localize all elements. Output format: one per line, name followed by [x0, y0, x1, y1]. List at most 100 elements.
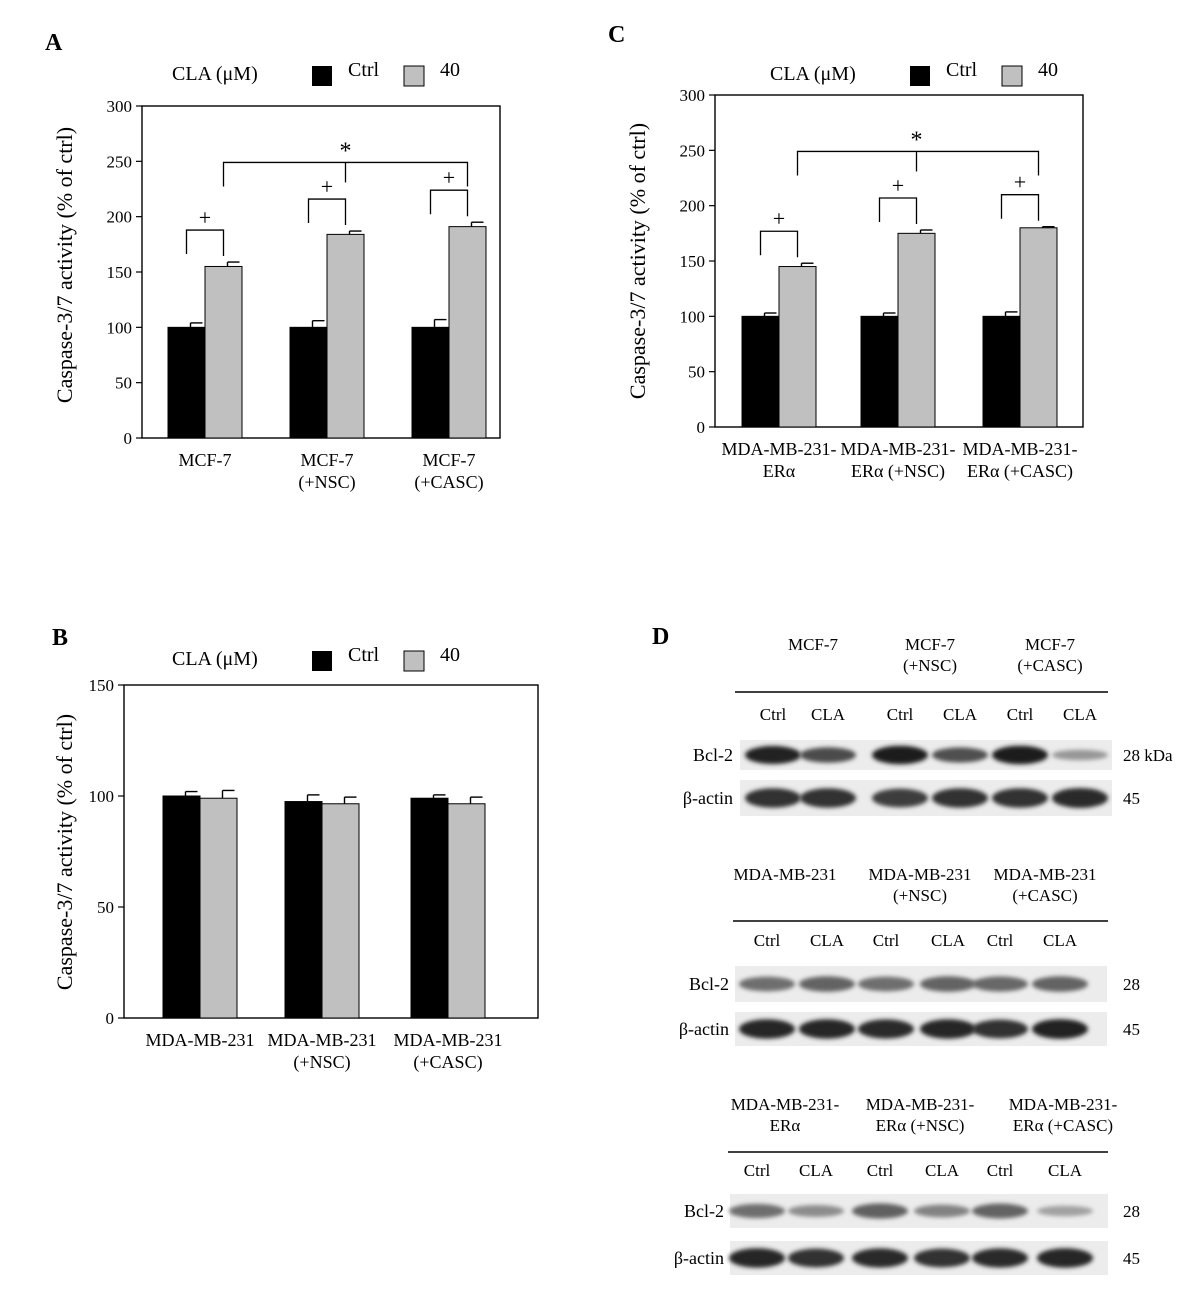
blot-lane-label: Ctrl — [744, 1161, 771, 1180]
blot-group-label: MDA-MB-231- ERα (+CASC) — [1009, 1095, 1118, 1135]
pair-bracket — [307, 198, 347, 226]
blot-group-label-line: MCF-7 — [1025, 635, 1076, 654]
category-label-line: (+CASC) — [414, 472, 483, 493]
blot-lane-label: CLA — [1043, 931, 1078, 950]
category-label: MCF-7 (+NSC) — [298, 450, 355, 493]
blot-lane-label: CLA — [799, 1161, 834, 1180]
blot-band — [1037, 1248, 1093, 1268]
pair-significance-marker: + — [321, 174, 333, 199]
blot-group-label-line: MDA-MB-231- — [1009, 1095, 1118, 1114]
y-tick-label: 200 — [107, 208, 133, 227]
category-label: MCF-7 — [178, 450, 231, 470]
blot-band — [788, 1248, 844, 1268]
blot-lane-label: Ctrl — [754, 931, 781, 950]
legend-title: CLA (μM) — [172, 63, 258, 85]
blot-band — [739, 1019, 795, 1039]
blot-band — [1032, 976, 1088, 992]
pair-bracket — [1000, 194, 1040, 221]
y-tick-label: 0 — [124, 429, 133, 448]
blot-band — [852, 1203, 908, 1219]
blot-lane-label: CLA — [943, 705, 978, 724]
legend-label-ctrl: Ctrl — [946, 59, 978, 81]
blot-size-label: 28 — [1123, 1202, 1140, 1221]
blot-group-label: MDA-MB-231 (+CASC) — [994, 865, 1097, 905]
pair-bracket — [185, 229, 225, 257]
western-blot-2: MDA-MB-231 MDA-MB-231 (+NSC) MDA-MB-231 (+CA… — [679, 865, 1140, 1046]
blot-group-label-line: MDA-MB-231 — [994, 865, 1097, 884]
blot-band — [972, 1203, 1028, 1219]
western-blot-3: MDA-MB-231-ERα MDA-MB-231- ERα (+NSC) MDA-M… — [674, 1095, 1140, 1275]
y-tick-label: 0 — [697, 418, 706, 437]
y-tick-label: 50 — [115, 374, 132, 393]
y-tick-label: 200 — [680, 197, 706, 216]
chart-a: CLA (μM) Ctrl 40 0 50 100 150 200 250 300 Caspase-… — [52, 59, 501, 493]
blot-band — [872, 745, 928, 765]
y-axis-label: Caspase-3/7 activity (% of ctrl) — [625, 123, 650, 399]
y-axis-label: Caspase-3/7 activity (% of ctrl) — [52, 714, 77, 990]
legend-title: CLA (μM) — [172, 648, 258, 670]
y-tick-label: 250 — [107, 152, 133, 171]
bar-treated — [778, 266, 817, 428]
blot-lane-label: Ctrl — [760, 705, 787, 724]
blot-lane-label: CLA — [1063, 705, 1098, 724]
blot-group-label-line: ERα (+NSC) — [876, 1116, 965, 1135]
blot-row-label: β-actin — [674, 1248, 724, 1268]
blot-group-label-line: (+NSC) — [893, 886, 947, 905]
chart-c: CLA (μM) Ctrl 40 0 50 100 150 200 250 300 Caspase-… — [625, 59, 1084, 482]
y-axis-label: Caspase-3/7 activity (% of ctrl) — [52, 127, 77, 403]
y-tick-label: 0 — [106, 1009, 115, 1028]
y-tick-label: 150 — [680, 252, 706, 271]
blot-lane-label: Ctrl — [867, 1161, 894, 1180]
category-label-line: MCF-7 — [422, 450, 475, 470]
y-tick-label: 150 — [89, 676, 115, 695]
bar-treated — [448, 226, 487, 439]
y-tick-label: 300 — [680, 86, 706, 105]
blot-band — [745, 745, 801, 765]
category-label-line: (+NSC) — [298, 472, 355, 493]
blot-band — [932, 788, 988, 808]
pair-significance-marker: + — [773, 206, 785, 231]
blot-lane-label: Ctrl — [987, 931, 1014, 950]
blot-group-label: MCF-7 (+NSC) — [903, 635, 957, 675]
pair-bracket — [759, 230, 799, 258]
blot-group-label-line: MDA-MB-231 — [734, 865, 837, 884]
legend-label-ctrl: Ctrl — [348, 644, 380, 666]
y-tick-label: 100 — [107, 318, 133, 337]
legend-label-treated: 40 — [440, 59, 460, 81]
blot-row-label: Bcl-2 — [684, 1201, 724, 1221]
blot-lane-label: CLA — [810, 931, 845, 950]
blot-lane-label: CLA — [1048, 1161, 1083, 1180]
blot-band — [914, 1204, 970, 1218]
blot-lane-label: CLA — [931, 931, 966, 950]
blot-row-label: β-actin — [679, 1019, 729, 1039]
group-significance-marker: * — [911, 127, 923, 153]
blot-band — [992, 745, 1048, 765]
legend-swatch-treated — [403, 65, 425, 87]
bar-ctrl — [410, 797, 449, 1019]
category-label: MDA-MB-231 — [145, 1030, 254, 1050]
western-blot-1: MCF-7 MCF-7 (+NSC) MCF-7 (+CASC) Ctrl CLA Ctrl C… — [683, 635, 1173, 816]
blot-band — [788, 1205, 844, 1217]
category-label-line: MDA-MB-231- — [963, 439, 1078, 459]
blot-band — [739, 976, 795, 992]
blot-group-label: MCF-7 — [788, 635, 839, 654]
bar-ctrl — [284, 801, 323, 1019]
category-label-line: MDA-MB-231 — [393, 1030, 502, 1050]
blot-band — [920, 976, 976, 992]
pair-bracket — [878, 197, 918, 225]
y-tick-label: 300 — [107, 97, 133, 116]
blot-band — [800, 788, 856, 808]
bar-ctrl — [411, 326, 450, 439]
category-label-line: MCF-7 — [300, 450, 353, 470]
blot-group-label-line: MDA-MB-231- — [866, 1095, 975, 1114]
bar-treated — [204, 265, 243, 439]
blot-row-label: Bcl-2 — [689, 974, 729, 994]
blot-group-label: MCF-7 (+CASC) — [1017, 635, 1082, 675]
blot-band — [972, 1248, 1028, 1268]
blot-group-label: MDA-MB-231- ERα — [731, 1095, 840, 1135]
panel-label-b: B — [52, 625, 68, 651]
blot-group-label-line: (+CASC) — [1017, 656, 1082, 675]
blot-band — [872, 788, 928, 808]
legend-swatch-treated — [1001, 65, 1023, 87]
category-label: MDA-MB-231 (+NSC) — [267, 1030, 376, 1073]
